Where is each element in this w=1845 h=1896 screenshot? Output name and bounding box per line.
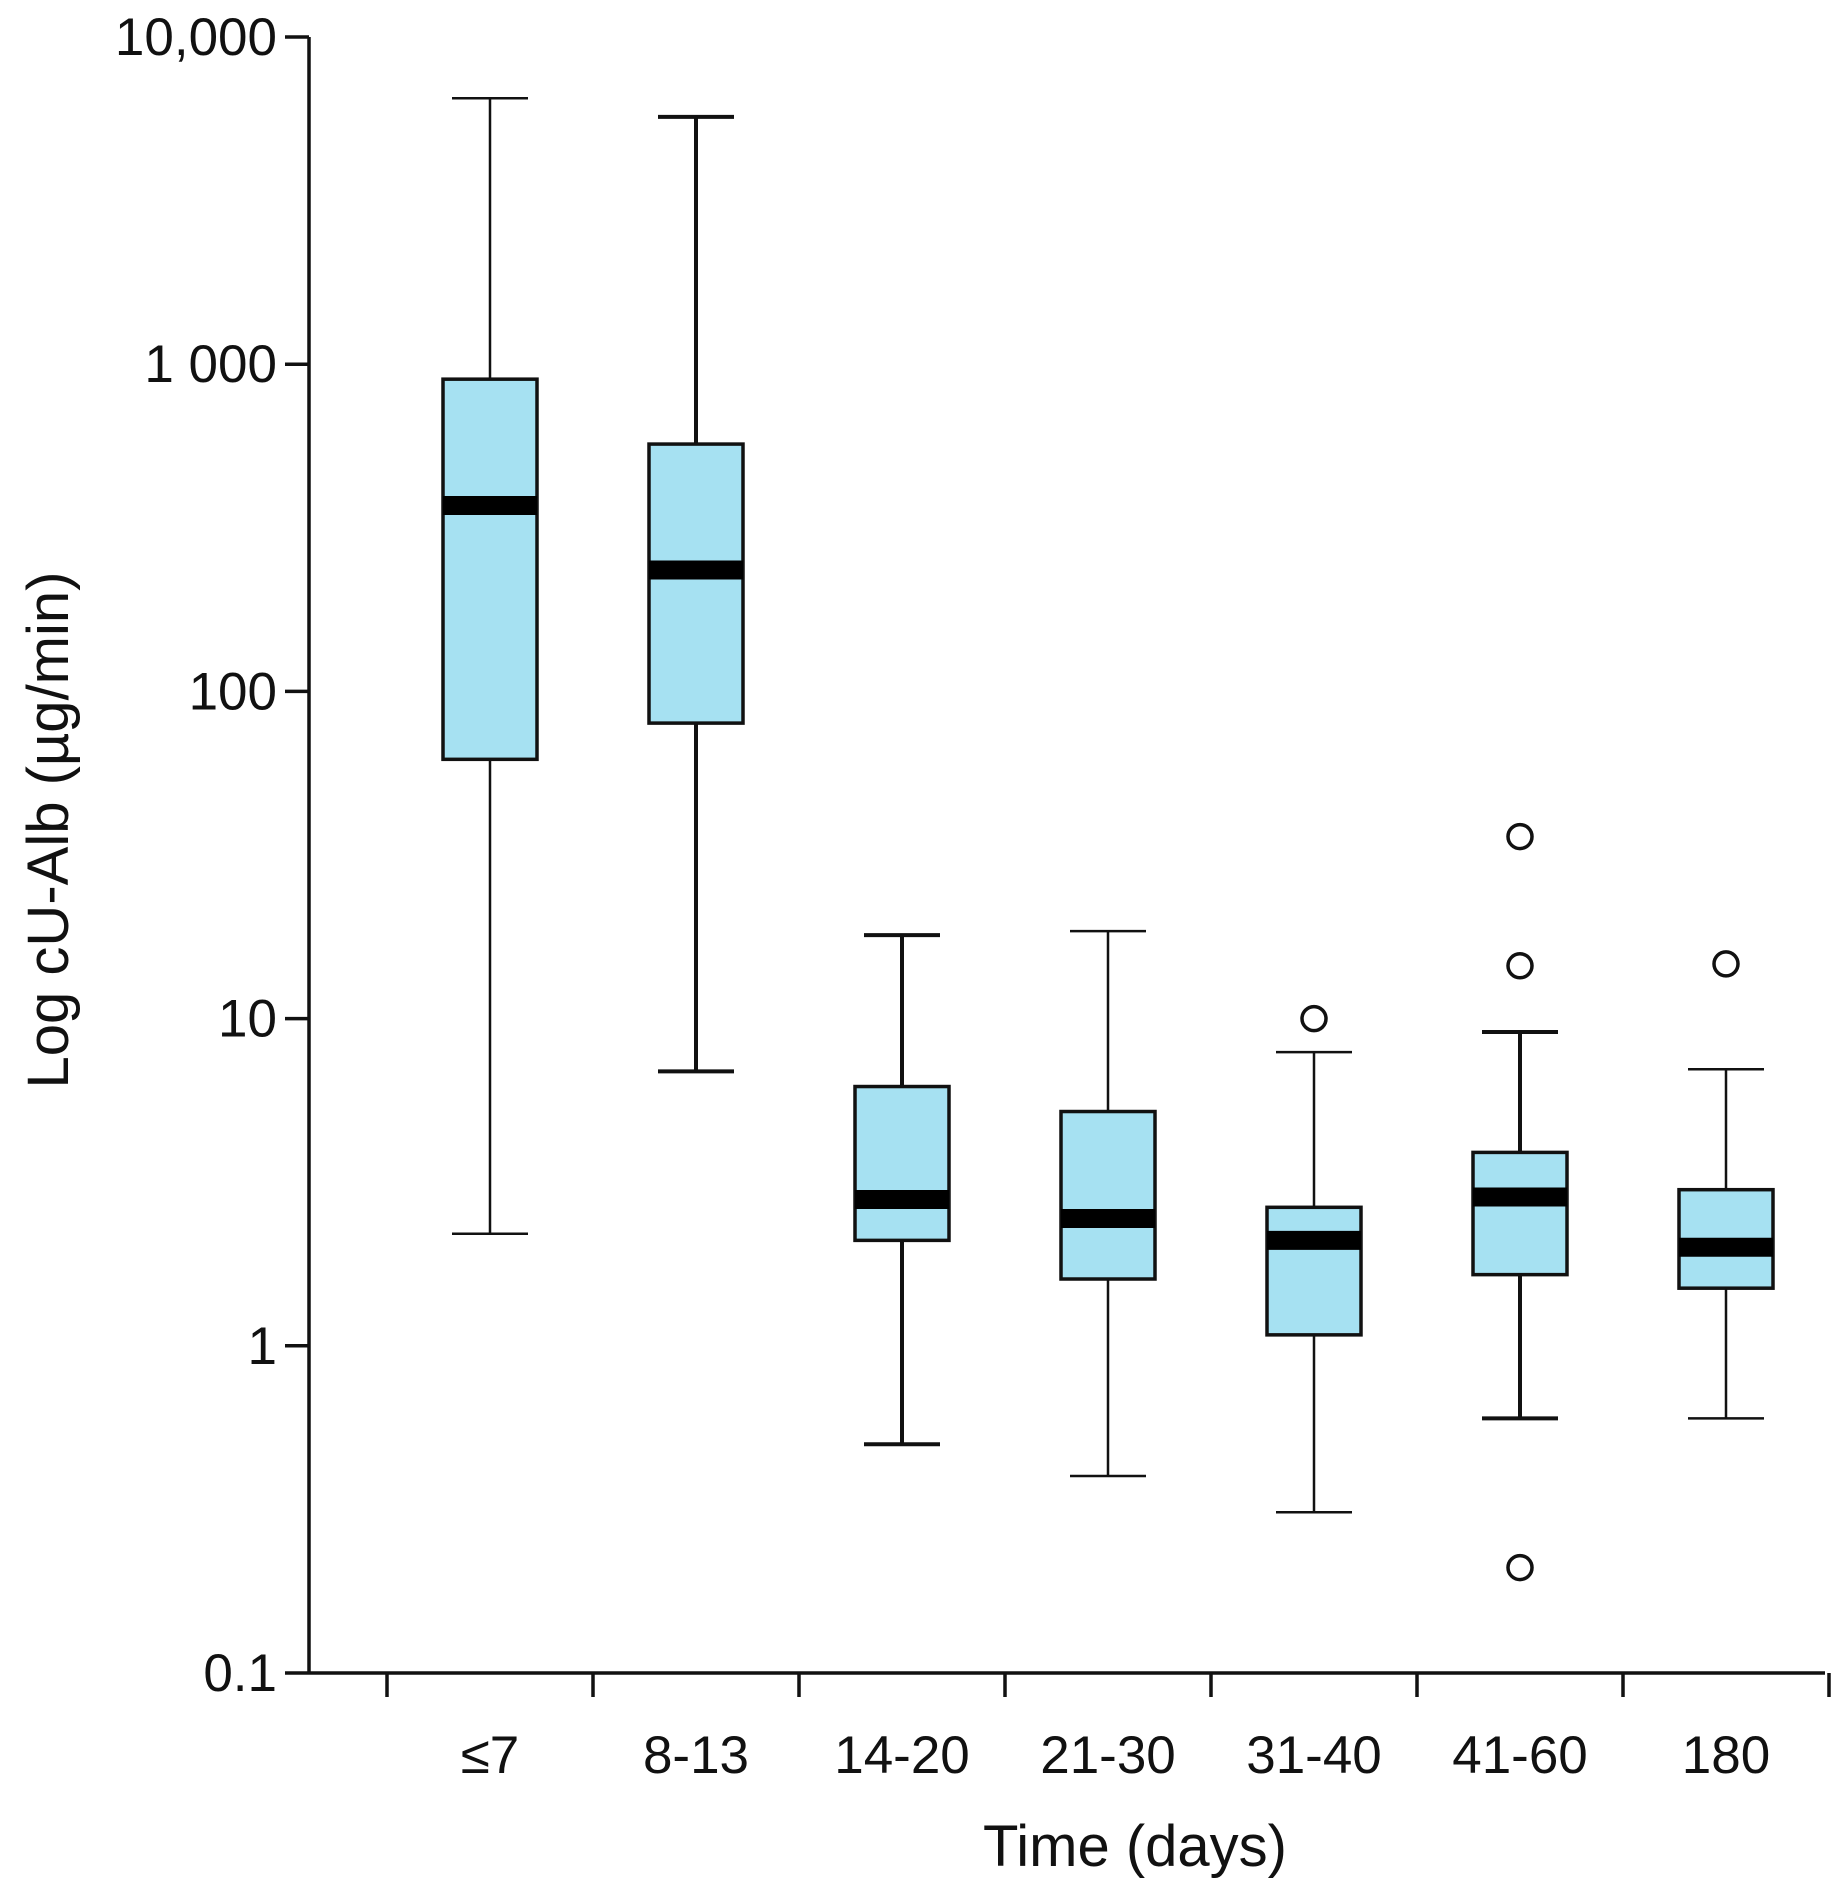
x-tick-label: 41-60 [1452, 1726, 1588, 1785]
box-group [1677, 950, 1775, 1420]
x-tick-label: 180 [1682, 1726, 1770, 1785]
iqr-box [647, 442, 745, 725]
x-axis-title: Time (days) [983, 1814, 1287, 1879]
outlier-point [1712, 950, 1740, 978]
y-axis-title: Log cU-Alb (µg/min) [16, 572, 81, 1089]
outlier-point [1506, 952, 1534, 980]
x-tick-label: ≤7 [461, 1726, 520, 1785]
outlier-point [1300, 1004, 1328, 1033]
y-tick-label: 10,000 [115, 8, 277, 67]
x-tick-label: 21-30 [1040, 1726, 1176, 1785]
box-group [853, 933, 951, 1447]
y-tick-label: 100 [189, 662, 277, 721]
outlier-point [1506, 1553, 1534, 1582]
outlier-point [1506, 822, 1534, 851]
iqr-box [1059, 1109, 1157, 1281]
y-tick-label: 10 [218, 990, 277, 1049]
iqr-box [1471, 1150, 1569, 1277]
x-tick-label: 14-20 [834, 1726, 970, 1785]
plot-area [441, 96, 1775, 1582]
iqr-box [441, 377, 539, 762]
iqr-box [853, 1084, 951, 1243]
box-group [1265, 1004, 1363, 1514]
iqr-box [1265, 1205, 1363, 1337]
box-group [1471, 822, 1569, 1582]
y-tick-label: 1 [248, 1317, 277, 1376]
y-tick-label: 1 000 [144, 335, 277, 394]
x-tick-label: 31-40 [1246, 1726, 1382, 1785]
y-tick-label: 0.1 [203, 1644, 277, 1703]
axes: 0.1 1 10 100 1 000 10,000 ≤7 8-13 14-20 21-30 31-4… [115, 8, 1831, 1785]
box-group [647, 114, 745, 1074]
x-tick-label: 8-13 [643, 1726, 749, 1785]
box-group [1059, 929, 1157, 1478]
box-group [441, 96, 539, 1236]
